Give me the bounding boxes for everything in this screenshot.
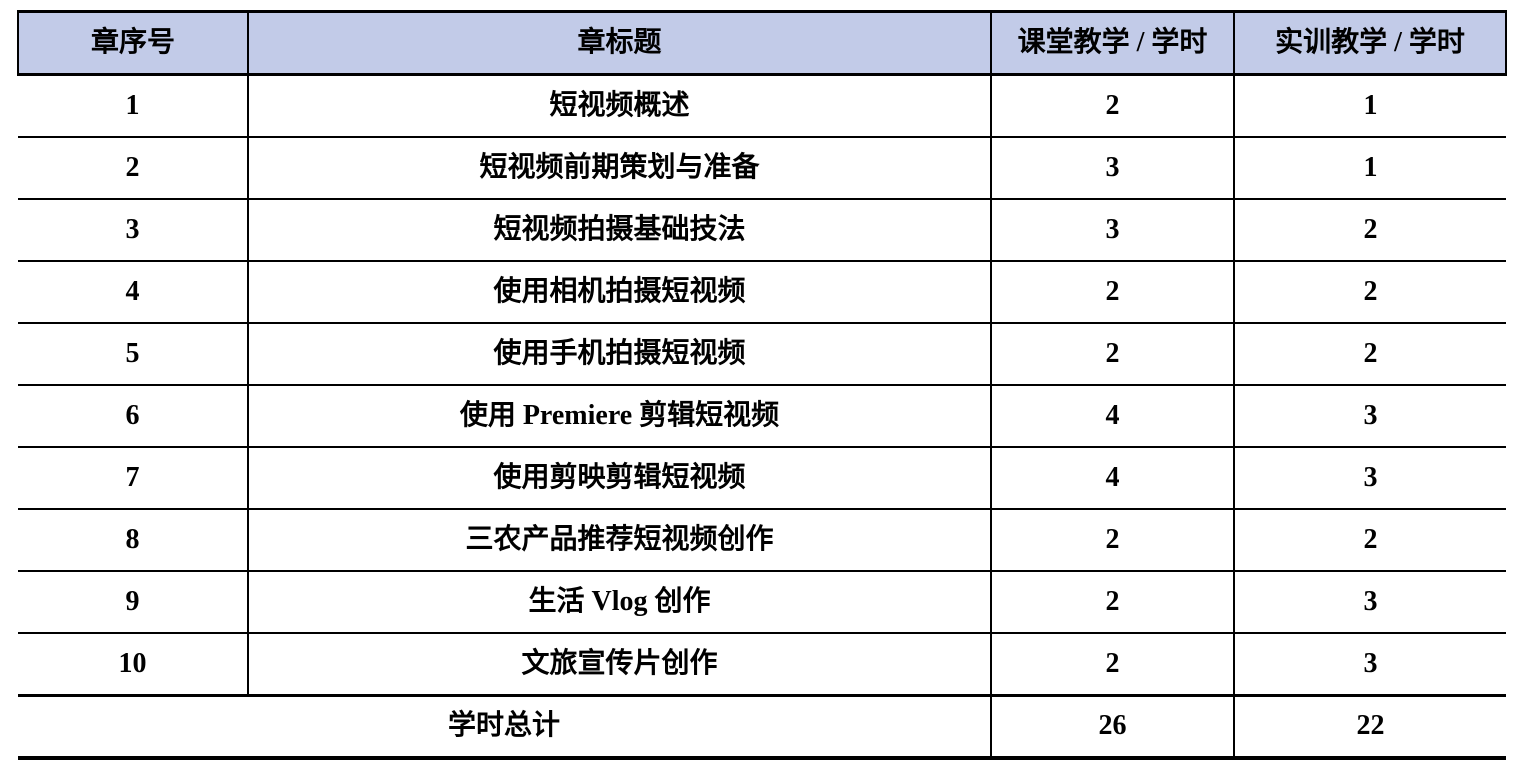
chapter-number-cell: 6 xyxy=(18,385,248,448)
table-row: 2 短视频前期策划与准备 3 1 xyxy=(18,137,1506,200)
chapter-title-cell: 文旅宣传片创作 xyxy=(247,633,991,697)
table-row: 5 使用手机拍摄短视频 2 2 xyxy=(18,323,1506,386)
chapter-number-cell: 5 xyxy=(18,323,248,386)
chapter-number-cell: 2 xyxy=(18,137,248,200)
table-row: 1 短视频概述 2 1 xyxy=(18,74,1506,138)
practice-hours-cell: 2 xyxy=(1233,261,1506,324)
total-practice-hours: 22 xyxy=(1233,694,1506,758)
chapter-title-cell: 使用手机拍摄短视频 xyxy=(247,323,991,386)
practice-hours-cell: 3 xyxy=(1233,633,1506,697)
table-row: 4 使用相机拍摄短视频 2 2 xyxy=(18,261,1506,324)
chapter-title-cell: 短视频拍摄基础技法 xyxy=(247,199,991,262)
classroom-hours-cell: 2 xyxy=(990,571,1234,634)
table-row: 6 使用 Premiere 剪辑短视频 4 3 xyxy=(18,385,1506,448)
chapter-title-cell: 三农产品推荐短视频创作 xyxy=(247,509,991,572)
practice-hours-cell: 2 xyxy=(1233,199,1506,262)
classroom-hours-cell: 2 xyxy=(990,74,1234,138)
chapter-number-cell: 3 xyxy=(18,199,248,262)
classroom-hours-cell: 3 xyxy=(990,199,1234,262)
course-hours-table: 章序号 章标题 课堂教学 / 学时 实训教学 / 学时 1 短视频概述 2 1 … xyxy=(17,10,1507,760)
chapter-number-cell: 1 xyxy=(18,74,248,138)
table-row: 8 三农产品推荐短视频创作 2 2 xyxy=(18,509,1506,572)
classroom-hours-cell: 4 xyxy=(990,385,1234,448)
chapter-title-cell: 使用相机拍摄短视频 xyxy=(247,261,991,324)
chapter-title-cell: 生活 Vlog 创作 xyxy=(247,571,991,634)
total-row: 学时总计 26 22 xyxy=(18,694,1506,758)
table-row: 9 生活 Vlog 创作 2 3 xyxy=(18,571,1506,634)
table-row: 3 短视频拍摄基础技法 3 2 xyxy=(18,199,1506,262)
total-label: 学时总计 xyxy=(18,694,991,758)
practice-hours-cell: 3 xyxy=(1233,571,1506,634)
classroom-hours-cell: 4 xyxy=(990,447,1234,510)
chapter-number-cell: 4 xyxy=(18,261,248,324)
practice-hours-cell: 2 xyxy=(1233,323,1506,386)
chapter-number-cell: 7 xyxy=(18,447,248,510)
chapter-number-cell: 8 xyxy=(18,509,248,572)
chapter-title-cell: 使用 Premiere 剪辑短视频 xyxy=(247,385,991,448)
practice-hours-cell: 1 xyxy=(1233,137,1506,200)
classroom-hours-cell: 2 xyxy=(990,261,1234,324)
classroom-hours-cell: 3 xyxy=(990,137,1234,200)
chapter-title-cell: 短视频前期策划与准备 xyxy=(247,137,991,200)
chapter-number-cell: 10 xyxy=(18,633,248,697)
practice-hours-cell: 2 xyxy=(1233,509,1506,572)
table-body: 1 短视频概述 2 1 2 短视频前期策划与准备 3 1 3 短视频拍摄基础技法… xyxy=(18,74,1506,697)
chapter-number-cell: 9 xyxy=(18,571,248,634)
table-row: 10 文旅宣传片创作 2 3 xyxy=(18,633,1506,697)
practice-hours-cell: 3 xyxy=(1233,385,1506,448)
practice-hours-cell: 1 xyxy=(1233,74,1506,138)
header-practice-hours: 实训教学 / 学时 xyxy=(1233,11,1507,76)
header-row: 章序号 章标题 课堂教学 / 学时 实训教学 / 学时 xyxy=(17,11,1507,76)
classroom-hours-cell: 2 xyxy=(990,323,1234,386)
table-row: 7 使用剪映剪辑短视频 4 3 xyxy=(18,447,1506,510)
classroom-hours-cell: 2 xyxy=(990,509,1234,572)
chapter-title-cell: 使用剪映剪辑短视频 xyxy=(247,447,991,510)
header-classroom-hours: 课堂教学 / 学时 xyxy=(990,11,1234,76)
header-chapter-number: 章序号 xyxy=(17,11,248,76)
classroom-hours-cell: 2 xyxy=(990,633,1234,697)
chapter-title-cell: 短视频概述 xyxy=(247,74,991,138)
total-classroom-hours: 26 xyxy=(990,694,1234,758)
practice-hours-cell: 3 xyxy=(1233,447,1506,510)
header-chapter-title: 章标题 xyxy=(247,11,991,76)
